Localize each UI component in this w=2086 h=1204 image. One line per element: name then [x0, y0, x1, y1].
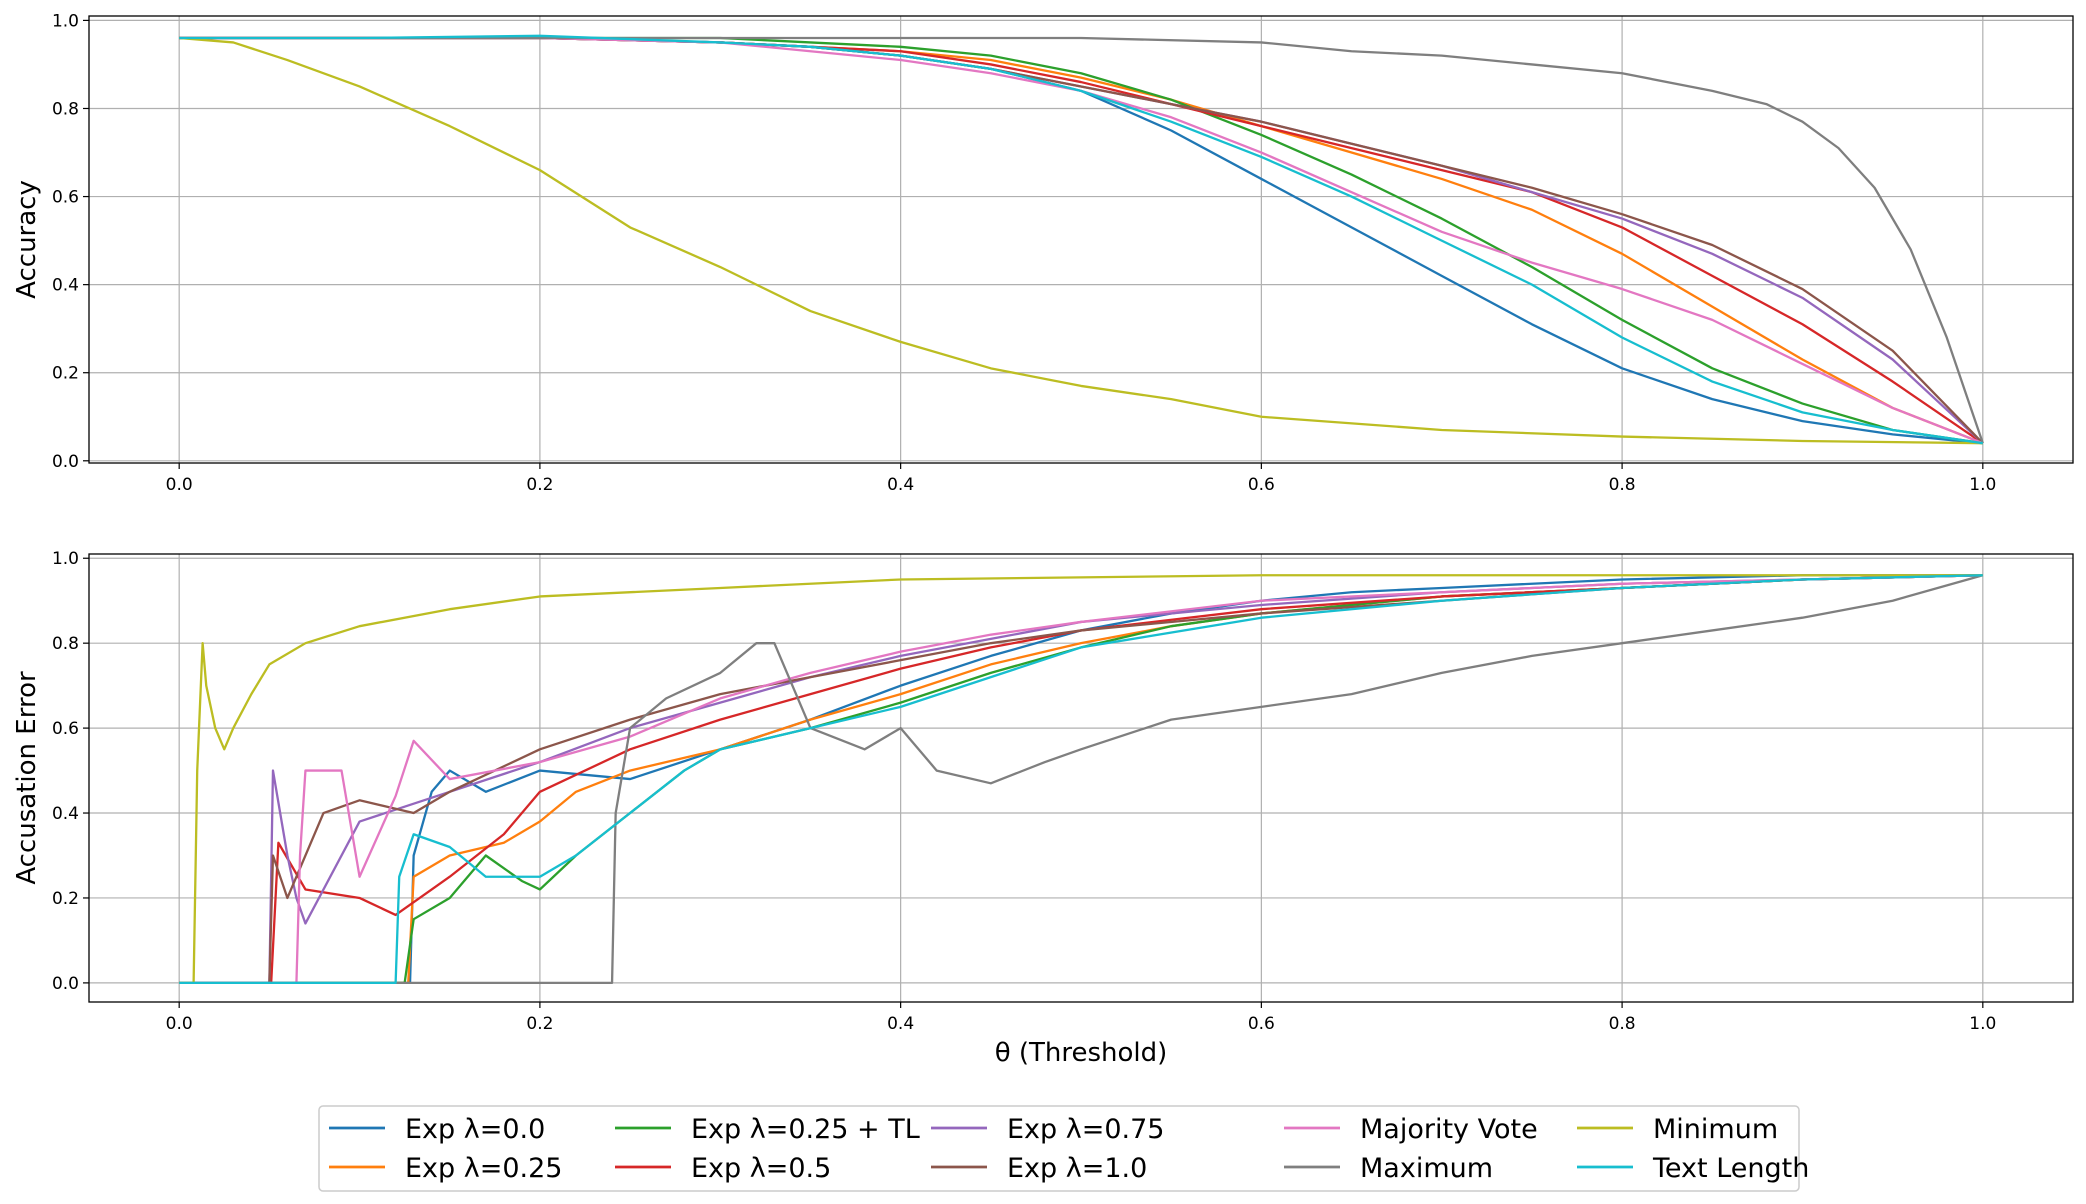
legend-entry-exp-lambda-0-25-tl: Exp λ=0.25 + TL	[615, 1114, 920, 1145]
x-tick-label: 0.2	[526, 475, 553, 495]
legend-label: Exp λ=0.25 + TL	[691, 1114, 920, 1145]
legend-label: Exp λ=1.0	[1007, 1153, 1147, 1184]
legend-entry-exp-lambda-0-75: Exp λ=0.75	[931, 1114, 1164, 1145]
x-tick-label: 0.4	[887, 475, 914, 495]
y-tick-label: 0.2	[52, 889, 79, 909]
plot-frame	[88, 15, 2074, 464]
x-tick-label: 0.8	[1609, 475, 1636, 495]
legend-label: Text Length	[1652, 1153, 1809, 1184]
accuracy-plot: 0.0 0.2 0.4 0.6 0.8 1.0 0.0 0.2 0.4 0.6 0.8 1.0 Accu…	[12, 11, 2074, 495]
series-group	[179, 574, 1984, 985]
y-tick-label: 1.0	[52, 549, 79, 569]
legend-frame	[318, 1105, 1800, 1192]
x-tick-label: 1.0	[1969, 1014, 1996, 1034]
series-line-text-length	[179, 574, 1983, 985]
legend-label: Minimum	[1653, 1114, 1778, 1145]
y-tick-label: 1.0	[52, 11, 79, 31]
legend-label: Exp λ=0.0	[405, 1114, 545, 1145]
legend-entry-exp-lambda-0-25: Exp λ=0.25	[329, 1153, 562, 1184]
x-tick-label: 0.6	[1248, 475, 1275, 495]
y-tick-label: 0.6	[52, 719, 79, 739]
y-tick-label: 0.2	[52, 364, 79, 384]
x-tick-label: 0.4	[887, 1014, 914, 1034]
x-tick-label: 0.0	[166, 475, 193, 495]
legend-label: Maximum	[1360, 1153, 1493, 1184]
x-tick-label: 0.0	[166, 1014, 193, 1034]
series-line-maximum	[179, 574, 1984, 985]
legend-entry-maximum: Maximum	[1284, 1153, 1493, 1184]
y-tick-label: 0.0	[52, 974, 79, 994]
legend-entry-minimum: Minimum	[1577, 1114, 1778, 1145]
series-group	[179, 34, 1984, 445]
plot-frame	[88, 553, 2074, 1003]
y-tick-label: 0.8	[52, 99, 79, 119]
legend-entry-text-length: Text Length	[1577, 1153, 1809, 1184]
legend: Exp λ=0.0 Exp λ=0.25 Exp λ=0.25 + TL Exp λ=…	[318, 1105, 1809, 1192]
legend-label: Exp λ=0.75	[1007, 1114, 1164, 1145]
legend-label: Exp λ=0.5	[691, 1153, 831, 1184]
x-tick-label: 1.0	[1969, 475, 1996, 495]
y-tick-label: 0.6	[52, 188, 79, 208]
series-line-minimum	[179, 574, 1983, 985]
series-line-maximum	[179, 36, 1984, 444]
x-axis-label: θ (Threshold)	[995, 1038, 1168, 1068]
y-tick-label: 0.4	[52, 804, 79, 824]
x-tick-label: 0.2	[526, 1014, 553, 1034]
series-line-majority-vote	[179, 574, 1983, 985]
x-tick-label: 0.8	[1609, 1014, 1636, 1034]
y-tick-label: 0.8	[52, 634, 79, 654]
legend-entry-exp-lambda-1-0: Exp λ=1.0	[931, 1153, 1147, 1184]
series-line-text-length	[179, 34, 1983, 445]
series-line-exp-lambda-0-5	[179, 574, 1983, 985]
accusation-error-plot: 0.0 0.2 0.4 0.6 0.8 1.0 0.0 0.2 0.4 0.6 0.8 1.0 Accu…	[12, 549, 2074, 1068]
y-tick-label: 0.4	[52, 276, 79, 296]
y-axis-label: Accuracy	[12, 180, 42, 299]
legend-label: Majority Vote	[1360, 1114, 1538, 1145]
legend-label: Exp λ=0.25	[405, 1153, 562, 1184]
legend-entry-exp-lambda-0-5: Exp λ=0.5	[615, 1153, 831, 1184]
series-line-exp-lambda-0-0	[179, 574, 1983, 985]
legend-entry-exp-lambda-0-0: Exp λ=0.0	[329, 1114, 545, 1145]
legend-entry-majority-vote: Majority Vote	[1284, 1114, 1538, 1145]
x-tick-label: 0.6	[1248, 1014, 1275, 1034]
y-tick-label: 0.0	[52, 452, 79, 472]
y-axis-label: Accusation Error	[12, 671, 42, 885]
series-line-minimum	[179, 36, 1983, 445]
